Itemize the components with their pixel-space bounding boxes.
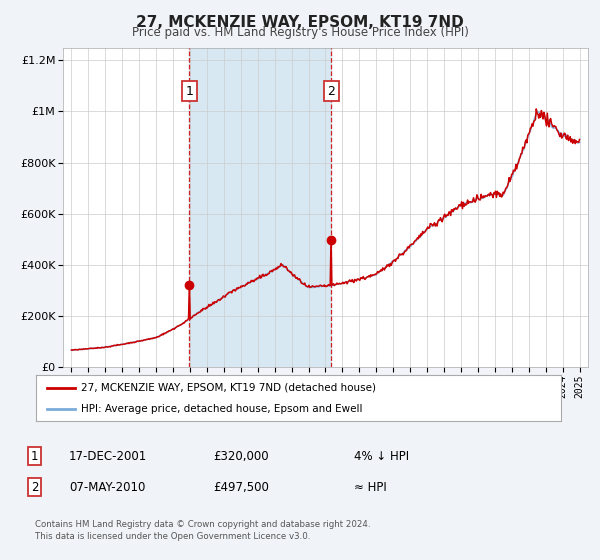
Text: 4% ↓ HPI: 4% ↓ HPI <box>354 450 409 463</box>
Bar <box>190 48 331 367</box>
Text: HPI: Average price, detached house, Epsom and Ewell: HPI: Average price, detached house, Epso… <box>80 404 362 414</box>
Text: 2: 2 <box>31 480 38 494</box>
Text: 27, MCKENZIE WAY, EPSOM, KT19 7ND (detached house): 27, MCKENZIE WAY, EPSOM, KT19 7ND (detac… <box>80 382 376 393</box>
Text: Price paid vs. HM Land Registry's House Price Index (HPI): Price paid vs. HM Land Registry's House … <box>131 26 469 39</box>
Text: 1: 1 <box>31 450 38 463</box>
Text: ≈ HPI: ≈ HPI <box>354 480 387 494</box>
Text: 2: 2 <box>328 85 335 97</box>
Text: 1: 1 <box>185 85 193 97</box>
Text: £497,500: £497,500 <box>213 480 269 494</box>
Text: 07-MAY-2010: 07-MAY-2010 <box>69 480 145 494</box>
Text: Contains HM Land Registry data © Crown copyright and database right 2024.: Contains HM Land Registry data © Crown c… <box>35 520 370 529</box>
Text: This data is licensed under the Open Government Licence v3.0.: This data is licensed under the Open Gov… <box>35 532 310 541</box>
Text: £320,000: £320,000 <box>213 450 269 463</box>
Text: 27, MCKENZIE WAY, EPSOM, KT19 7ND: 27, MCKENZIE WAY, EPSOM, KT19 7ND <box>136 15 464 30</box>
Text: 17-DEC-2001: 17-DEC-2001 <box>69 450 147 463</box>
